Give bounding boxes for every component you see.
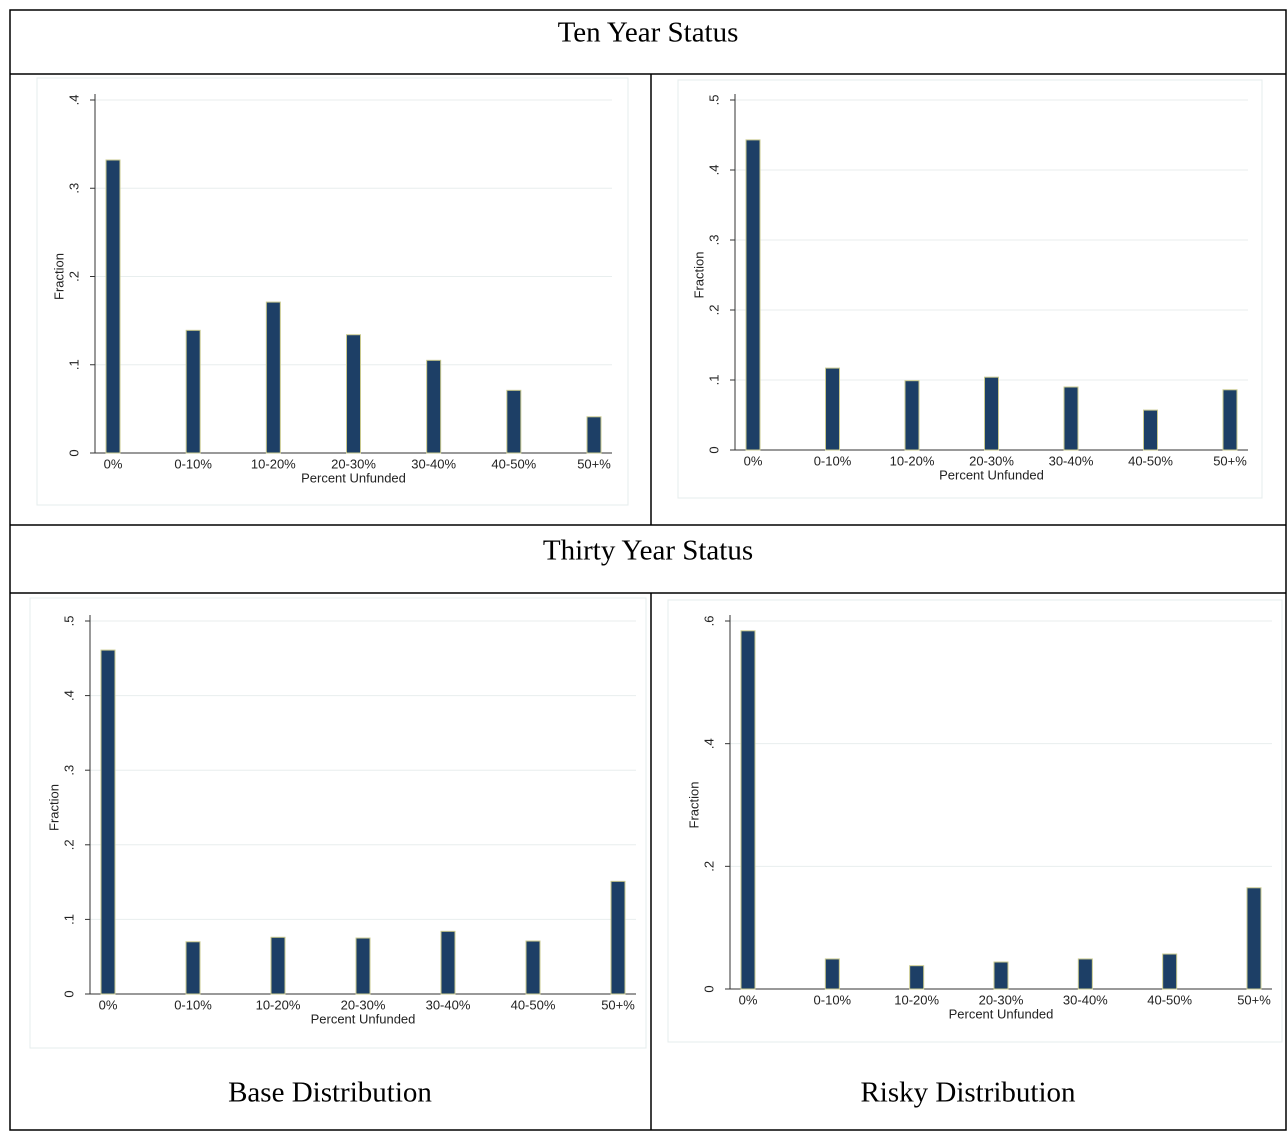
y-tick-label: .5 xyxy=(61,616,76,627)
y-tick-label: .6 xyxy=(701,616,716,627)
x-tick-label: 10-20% xyxy=(256,997,301,1012)
x-tick-label: 20-30% xyxy=(969,453,1014,468)
y-tick-label: 0 xyxy=(706,446,721,453)
bar xyxy=(824,958,840,990)
y-tick-label: .3 xyxy=(66,183,81,194)
bar xyxy=(270,936,286,995)
y-tick-label: 0 xyxy=(701,985,716,992)
y-tick-label: .4 xyxy=(701,738,716,749)
y-tick-label: .5 xyxy=(706,95,721,106)
chart-frame xyxy=(677,79,1263,499)
y-axis-title: Fraction xyxy=(46,784,61,831)
y-tick-label: .2 xyxy=(66,271,81,282)
x-tick-label: 30-40% xyxy=(1049,453,1094,468)
caption: Risky Distribution xyxy=(860,1077,1076,1109)
y-tick-label: 0 xyxy=(66,449,81,456)
x-tick-label: 10-20% xyxy=(890,453,935,468)
y-tick-label: .4 xyxy=(61,690,76,701)
x-tick-label: 0-10% xyxy=(174,997,212,1012)
bar xyxy=(265,301,281,454)
y-tick-label: .4 xyxy=(66,95,81,106)
bar xyxy=(426,359,442,454)
y-tick-label: .3 xyxy=(61,765,76,776)
bar xyxy=(904,380,920,451)
y-tick-label: 0 xyxy=(61,990,76,997)
x-tick-label: 0% xyxy=(104,456,123,471)
bar xyxy=(346,334,361,454)
bar xyxy=(1162,953,1178,990)
x-tick-label: 20-30% xyxy=(979,992,1024,1007)
bar xyxy=(993,961,1009,990)
bar xyxy=(185,329,201,454)
bar xyxy=(740,630,756,990)
x-tick-label: 40-50% xyxy=(491,456,536,471)
chart-frame xyxy=(667,599,1283,1043)
section-header: Thirty Year Status xyxy=(543,535,753,567)
table-frame xyxy=(9,9,1287,1131)
y-tick-label: .2 xyxy=(61,839,76,850)
bar xyxy=(909,965,925,990)
bar xyxy=(1143,409,1158,451)
y-tick-label: .1 xyxy=(61,914,76,925)
x-axis-title: Percent Unfunded xyxy=(949,1006,1054,1021)
bar xyxy=(825,367,840,451)
x-tick-label: 40-50% xyxy=(1128,453,1173,468)
bar xyxy=(745,139,761,451)
y-tick-label: .3 xyxy=(706,235,721,246)
x-tick-label: 20-30% xyxy=(341,997,386,1012)
chart-frame xyxy=(29,597,647,1049)
bar xyxy=(105,159,121,454)
y-tick-label: .2 xyxy=(701,861,716,872)
y-axis-title: Fraction xyxy=(691,252,706,299)
x-tick-label: 50+% xyxy=(601,997,635,1012)
x-tick-label: 0-10% xyxy=(814,992,852,1007)
y-axis-title: Fraction xyxy=(51,253,66,300)
x-tick-label: 0% xyxy=(99,997,118,1012)
y-tick-label: .4 xyxy=(706,165,721,176)
y-axis-title: Fraction xyxy=(686,782,701,829)
x-tick-label: 50+% xyxy=(577,456,611,471)
caption: Base Distribution xyxy=(228,1077,432,1109)
x-tick-label: 50+% xyxy=(1213,453,1247,468)
bar xyxy=(506,389,522,454)
bar xyxy=(185,941,201,995)
x-tick-label: 0-10% xyxy=(814,453,852,468)
x-tick-label: 30-40% xyxy=(426,997,471,1012)
x-tick-label: 10-20% xyxy=(894,992,939,1007)
x-tick-label: 30-40% xyxy=(1063,992,1108,1007)
chart-frame xyxy=(36,77,629,506)
bar xyxy=(586,416,602,454)
x-axis-title: Percent Unfunded xyxy=(311,1011,416,1026)
x-tick-label: 10-20% xyxy=(251,456,296,471)
x-axis-title: Percent Unfunded xyxy=(939,467,1044,482)
bar xyxy=(1222,389,1238,451)
bar xyxy=(984,376,999,451)
bar xyxy=(1246,887,1262,990)
x-tick-label: 0% xyxy=(739,992,758,1007)
bar xyxy=(1063,386,1079,451)
bar xyxy=(1077,958,1093,990)
bar xyxy=(355,937,371,995)
x-tick-label: 50+% xyxy=(1237,992,1271,1007)
x-tick-label: 30-40% xyxy=(411,456,456,471)
bar xyxy=(100,649,116,995)
x-tick-label: 0-10% xyxy=(174,456,212,471)
bar xyxy=(610,880,626,995)
x-tick-label: 20-30% xyxy=(331,456,376,471)
y-tick-label: .1 xyxy=(66,359,81,370)
x-tick-label: 40-50% xyxy=(511,997,556,1012)
y-tick-label: .2 xyxy=(706,305,721,316)
bar xyxy=(525,940,541,995)
y-tick-label: .1 xyxy=(706,375,721,386)
x-tick-label: 40-50% xyxy=(1147,992,1192,1007)
bar xyxy=(440,930,456,995)
x-axis-title: Percent Unfunded xyxy=(301,470,406,485)
section-header: Ten Year Status xyxy=(558,17,739,49)
x-tick-label: 0% xyxy=(744,453,763,468)
table-border xyxy=(9,9,1287,1131)
